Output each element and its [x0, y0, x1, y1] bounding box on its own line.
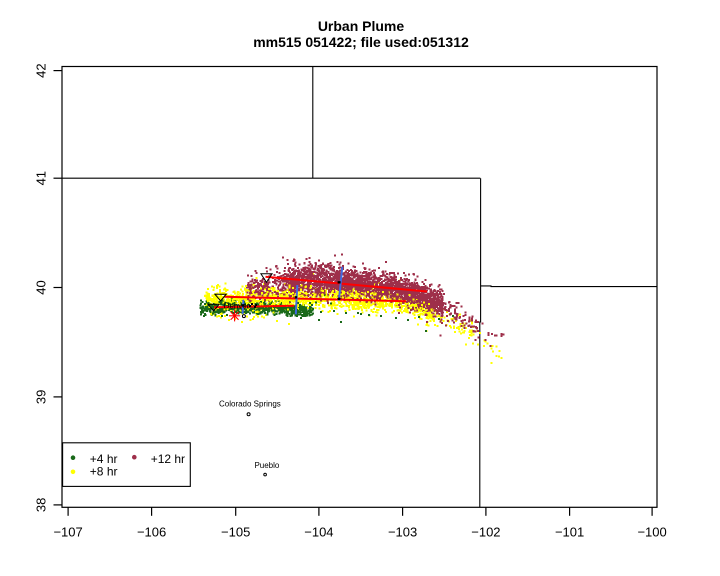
svg-text:Denver: Denver: [224, 301, 250, 310]
svg-text:−103: −103: [388, 525, 417, 540]
svg-text:Colorado Springs: Colorado Springs: [219, 399, 281, 408]
svg-text:41: 41: [34, 171, 49, 185]
svg-text:+4 hr: +4 hr: [90, 452, 118, 466]
svg-text:Pueblo: Pueblo: [254, 461, 279, 470]
svg-text:−105: −105: [221, 525, 250, 540]
svg-text:+12 hr: +12 hr: [151, 452, 185, 466]
svg-text:Urban Plume: Urban Plume: [318, 18, 405, 34]
svg-text:−104: −104: [304, 525, 333, 540]
svg-text:38: 38: [34, 498, 49, 512]
svg-text:−107: −107: [53, 525, 82, 540]
svg-text:42: 42: [34, 63, 49, 77]
svg-text:−102: −102: [471, 525, 500, 540]
svg-text:+8 hr: +8 hr: [90, 465, 118, 479]
svg-text:−100: −100: [637, 525, 666, 540]
svg-text:−106: −106: [137, 525, 166, 540]
svg-text:−101: −101: [555, 525, 584, 540]
svg-text:39: 39: [34, 390, 49, 404]
svg-text:40: 40: [34, 280, 49, 294]
svg-text:mm515 051422; file used:051312: mm515 051422; file used:051312: [253, 34, 469, 50]
